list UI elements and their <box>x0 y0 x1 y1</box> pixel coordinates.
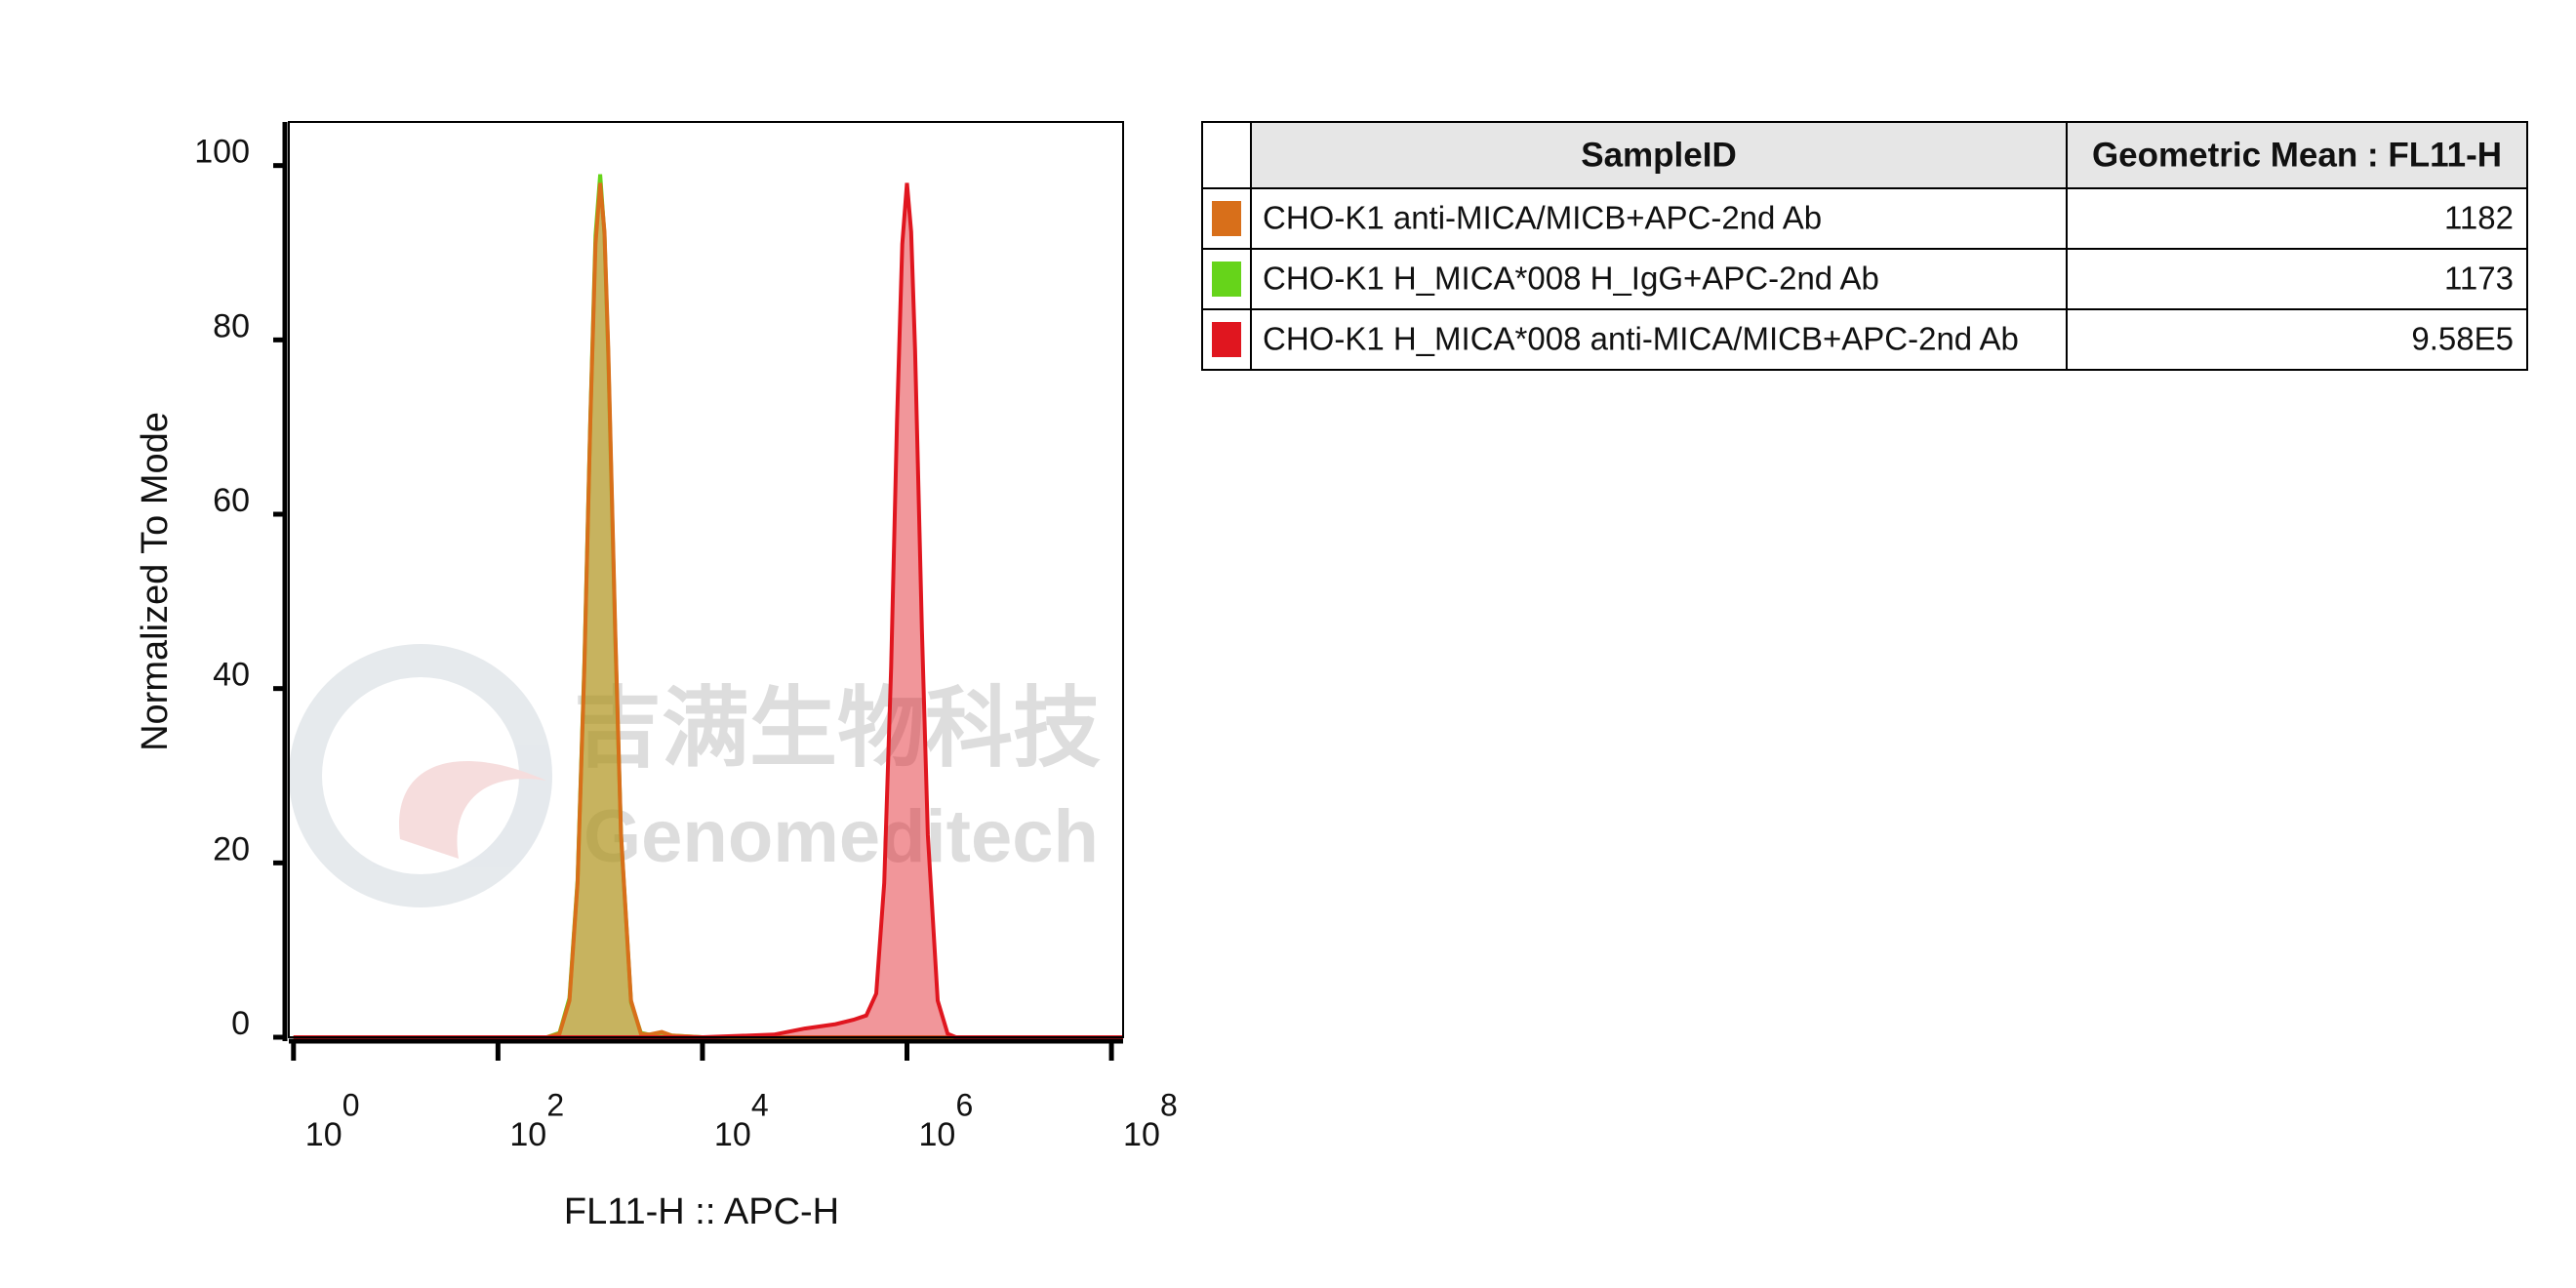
x-tick-label: 10 <box>305 1116 342 1153</box>
legend-swatch <box>1212 322 1241 357</box>
table-sample: CHO-K1 H_MICA*008 anti-MICA/MICB+APC-2nd… <box>1263 321 2019 357</box>
x-tick-exponent: 8 <box>1160 1087 1178 1122</box>
x-tick-label: 10 <box>918 1116 955 1153</box>
histogram-curve <box>293 174 1123 1039</box>
logo-swoosh <box>399 761 546 859</box>
table-value: 1173 <box>2444 261 2514 297</box>
x-tick-exponent: 4 <box>751 1087 769 1122</box>
x-axis-label: FL11-H :: APC-H <box>564 1191 839 1232</box>
y-tick-label: 60 <box>213 482 250 519</box>
x-tick-label: 10 <box>1123 1116 1160 1153</box>
table-sample: CHO-K1 H_MICA*008 H_IgG+APC-2nd Ab <box>1263 261 1879 297</box>
y-tick-label: 20 <box>213 830 250 867</box>
y-tick-label: 40 <box>213 657 250 694</box>
logo-ring <box>289 644 552 907</box>
table-value: 1182 <box>2444 200 2514 236</box>
legend-swatch <box>1212 201 1241 236</box>
histogram-curve <box>293 182 1123 1039</box>
x-tick-exponent: 0 <box>342 1087 360 1122</box>
watermark-cn: 吉满生物科技 <box>574 680 1101 778</box>
table-sample: CHO-K1 anti-MICA/MICB+APC-2nd Ab <box>1263 200 1822 236</box>
y-tick-label: 80 <box>213 307 250 344</box>
watermark-en: Genomeditech <box>584 795 1099 878</box>
table-border <box>1201 121 2528 371</box>
table-value: 9.58E5 <box>2411 321 2514 357</box>
plot-frame <box>288 121 1124 1038</box>
table-header: SampleID <box>1581 136 1737 174</box>
table-header-bg <box>1251 122 2527 188</box>
x-tick-exponent: 6 <box>955 1087 973 1122</box>
y-axis-label: Normalized To Mode <box>135 412 176 751</box>
x-tick-exponent: 2 <box>546 1087 564 1122</box>
x-tick-label: 10 <box>714 1116 751 1153</box>
watermark-logo <box>289 644 552 907</box>
x-tick-label: 10 <box>509 1116 546 1153</box>
table-header: Geometric Mean : FL11-H <box>2092 136 2502 174</box>
y-tick-label: 100 <box>194 134 250 171</box>
histogram-curve <box>293 182 1123 1039</box>
legend-swatch <box>1212 262 1241 297</box>
y-tick-label: 0 <box>231 1005 250 1042</box>
